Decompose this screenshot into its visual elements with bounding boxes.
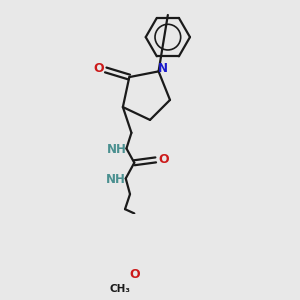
Text: CH₃: CH₃ xyxy=(110,284,130,294)
Text: O: O xyxy=(129,268,140,281)
Text: NH: NH xyxy=(106,173,126,186)
Text: N: N xyxy=(158,62,168,75)
Text: O: O xyxy=(93,62,104,75)
Text: O: O xyxy=(158,153,169,166)
Text: NH: NH xyxy=(106,143,126,156)
